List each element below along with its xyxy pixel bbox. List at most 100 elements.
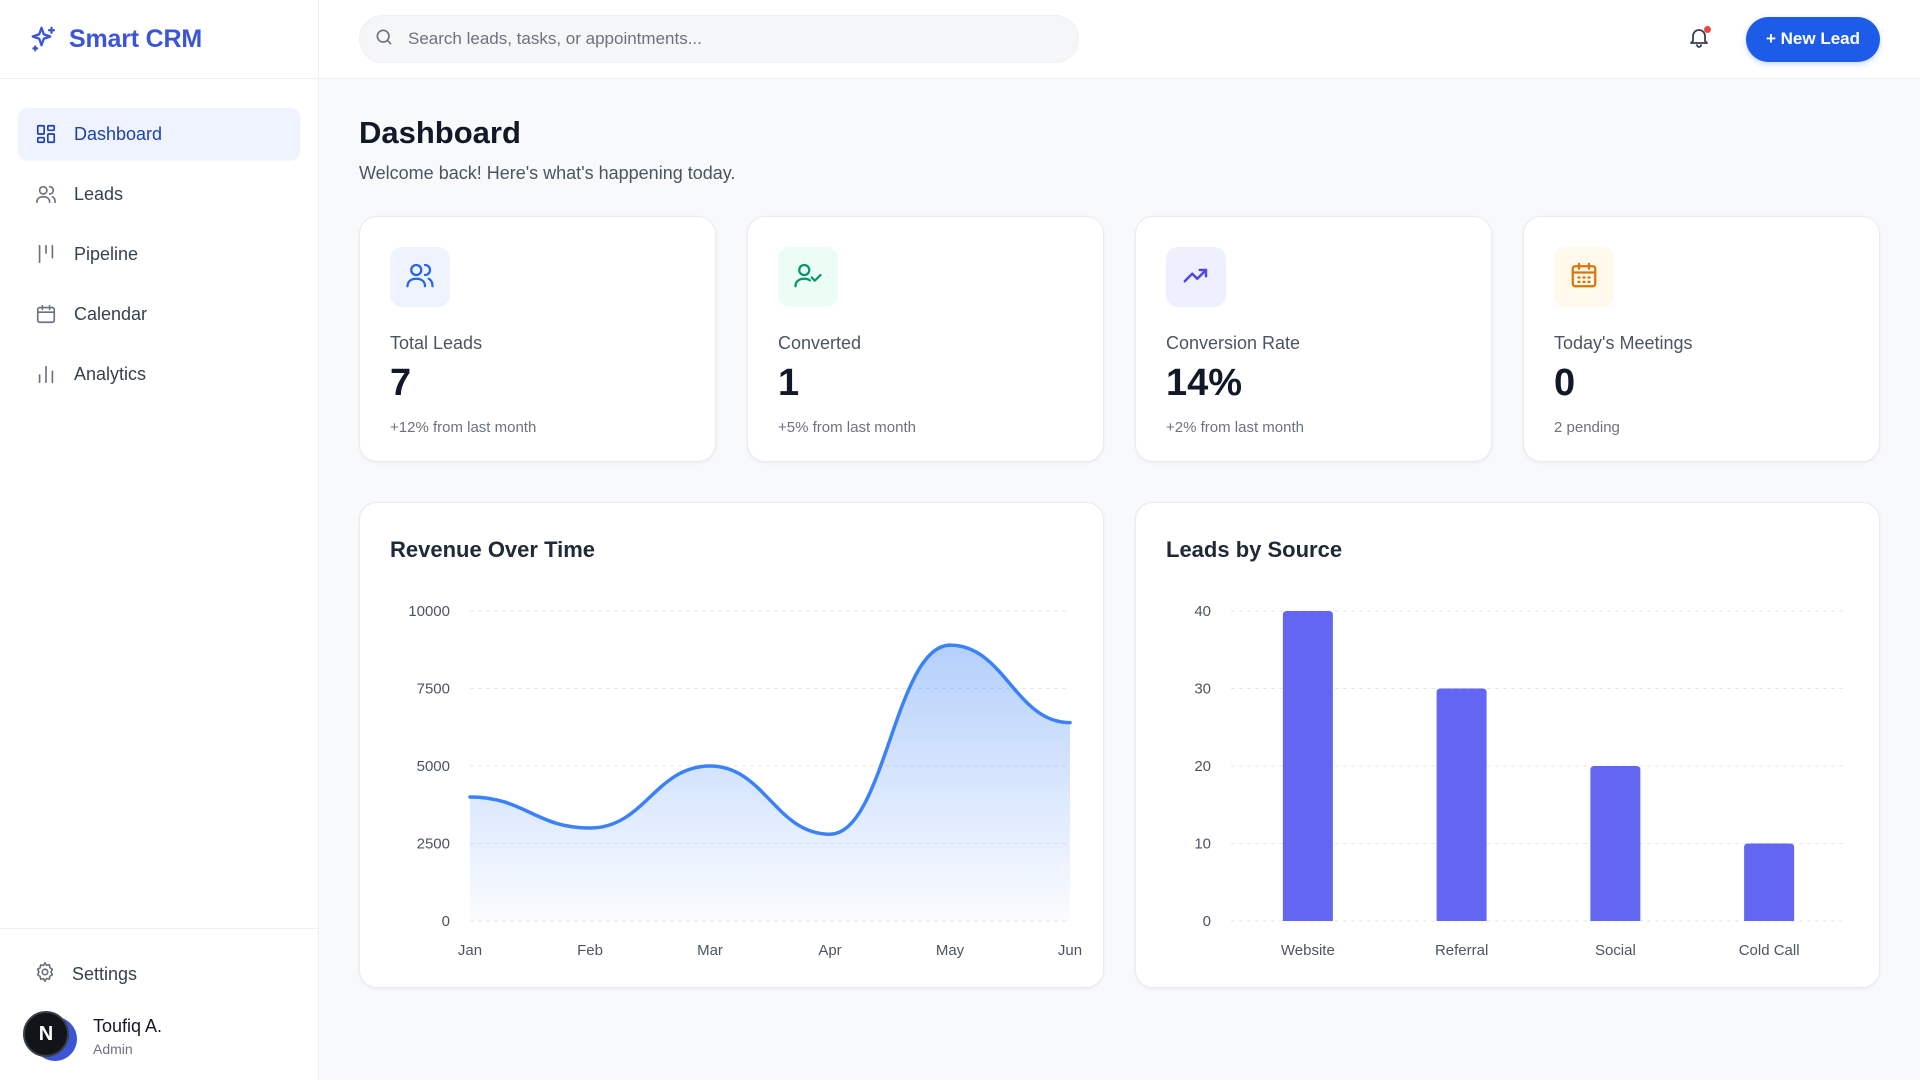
charts-row: Revenue Over Time 0 2500 5000 7500 10000 Jan F… — [359, 502, 1880, 988]
page-title: Dashboard — [359, 115, 521, 150]
stat-card-total-leads[interactable]: Total Leads 7 +12% from last month — [359, 216, 716, 462]
stat-label: Total Leads — [390, 333, 483, 353]
stat-label: Converted — [778, 333, 862, 353]
page-subtitle: Welcome back! Here's what's happening to… — [359, 163, 736, 183]
grid-icon — [34, 122, 58, 146]
trending-up-icon — [1181, 260, 1211, 295]
gear-icon — [34, 961, 56, 988]
stat-icon-box — [390, 247, 450, 307]
y-tick-label: 10000 — [408, 603, 450, 620]
sidebar-item-pipeline[interactable]: Pipeline — [18, 228, 300, 280]
notification-dot — [1703, 26, 1711, 33]
y-tick-label: 2500 — [417, 836, 450, 853]
sidebar-item-label: Pipeline — [74, 243, 139, 264]
revenue-chart[interactable]: 0 2500 5000 7500 10000 Jan Feb Mar Apr May Jun — [360, 593, 1105, 989]
topbar: + New Lead — [319, 0, 1920, 79]
users-icon — [34, 182, 58, 206]
stat-label: Conversion Rate — [1166, 333, 1301, 353]
x-tick-label: Apr — [818, 942, 841, 959]
sidebar-item-label: Leads — [74, 183, 124, 204]
sidebar-item-calendar[interactable]: Calendar — [18, 288, 300, 340]
x-tick-label: May — [936, 942, 965, 959]
sidebar-item-label: Dashboard — [74, 123, 163, 144]
user-role: Admin — [93, 1040, 133, 1057]
kanban-icon — [34, 242, 58, 266]
user-info: Toufiq A. Admin — [93, 1016, 162, 1057]
topbar-actions: + New Lead — [1684, 16, 1880, 62]
sidebar-item-dashboard[interactable]: Dashboard — [18, 108, 300, 160]
calendar-icon — [34, 302, 58, 326]
x-tick-label: Mar — [697, 942, 723, 959]
x-tick-label: Referral — [1435, 942, 1488, 959]
leads-by-source-chart[interactable]: 0 10 20 30 40 Website Referral Social Cold Call — [1136, 593, 1881, 989]
stat-value: 14% — [1166, 362, 1243, 404]
brand-name: Smart CRM — [69, 24, 202, 53]
stat-change: +2% from last month — [1166, 419, 1304, 436]
stat-change: 2 pending — [1554, 419, 1620, 436]
search-icon — [374, 27, 394, 52]
stats-row: Total Leads 7 +12% from last month Conve… — [359, 216, 1880, 462]
search-input[interactable] — [408, 29, 1048, 49]
sidebar-item-settings[interactable]: Settings — [18, 949, 300, 999]
y-tick-label: 20 — [1194, 758, 1211, 775]
brand[interactable]: Smart CRM — [0, 0, 318, 79]
stat-card-converted[interactable]: Converted 1 +5% from last month — [747, 216, 1104, 462]
x-tick-label: Jan — [458, 942, 482, 959]
main: + New Lead Dashboard Welcome back! Here'… — [319, 0, 1920, 1080]
x-tick-label: Cold Call — [1739, 942, 1800, 959]
sidebar-nav: Dashboard Leads Pipeline Calendar — [0, 79, 318, 400]
settings-label: Settings — [72, 963, 138, 984]
sidebar: Smart CRM Dashboard Leads Pipeline — [0, 0, 319, 1080]
chart-title: Leads by Source — [1166, 537, 1343, 562]
y-tick-label: 0 — [1203, 913, 1211, 930]
y-tick-label: 7500 — [417, 681, 450, 698]
user-profile[interactable]: N Toufiq A. Admin — [18, 1011, 300, 1061]
stat-value: 1 — [778, 362, 800, 404]
search-bar[interactable] — [359, 15, 1079, 63]
stat-change: +12% from last month — [390, 419, 537, 436]
stat-card-todays-meetings[interactable]: Today's Meetings 0 2 pending — [1523, 216, 1880, 462]
y-tick-label: 5000 — [417, 758, 450, 775]
stat-value: 0 — [1554, 362, 1576, 404]
stat-value: 7 — [390, 362, 412, 404]
chart-title: Revenue Over Time — [390, 537, 596, 562]
stat-icon-box — [1554, 247, 1614, 307]
bar — [1744, 843, 1795, 921]
sidebar-item-analytics[interactable]: Analytics — [18, 348, 300, 400]
calendar-icon — [1569, 260, 1599, 295]
revenue-chart-card: Revenue Over Time 0 2500 5000 7500 10000 Jan F… — [359, 502, 1104, 988]
sidebar-item-label: Calendar — [74, 303, 148, 324]
stat-change: +5% from last month — [778, 419, 916, 436]
avatar[interactable]: N — [23, 1011, 77, 1061]
sidebar-item-leads[interactable]: Leads — [18, 168, 300, 220]
user-name: Toufiq A. — [93, 1015, 163, 1036]
sidebar-footer: Settings N Toufiq A. Admin — [0, 928, 318, 1080]
y-tick-label: 10 — [1194, 836, 1211, 853]
users-icon — [405, 260, 435, 295]
avatar-initial: N — [23, 1011, 69, 1057]
bar — [1282, 611, 1333, 921]
x-tick-label: Jun — [1058, 942, 1082, 959]
stat-icon-box — [778, 247, 838, 307]
sparkles-icon — [29, 24, 59, 54]
dashboard-content: Dashboard Welcome back! Here's what's ha… — [319, 79, 1920, 988]
x-tick-label: Social — [1595, 942, 1636, 959]
x-tick-label: Feb — [577, 942, 603, 959]
bar — [1436, 688, 1487, 921]
user-check-icon — [793, 260, 823, 295]
sidebar-item-label: Analytics — [74, 363, 147, 384]
y-tick-label: 0 — [442, 913, 450, 930]
revenue-area — [470, 645, 1070, 921]
notification-button[interactable] — [1684, 24, 1714, 54]
y-tick-label: 40 — [1194, 603, 1211, 620]
bar — [1590, 766, 1641, 921]
x-tick-label: Website — [1281, 942, 1335, 959]
bell-icon — [1687, 25, 1711, 54]
stat-label: Today's Meetings — [1554, 333, 1693, 353]
leads-source-chart-card: Leads by Source 0 10 20 30 40 Website Referral… — [1135, 502, 1880, 988]
revenue-line — [468, 643, 1072, 836]
stat-card-conversion-rate[interactable]: Conversion Rate 14% +2% from last month — [1135, 216, 1492, 462]
new-lead-button[interactable]: + New Lead — [1745, 16, 1880, 62]
stat-icon-box — [1166, 247, 1226, 307]
